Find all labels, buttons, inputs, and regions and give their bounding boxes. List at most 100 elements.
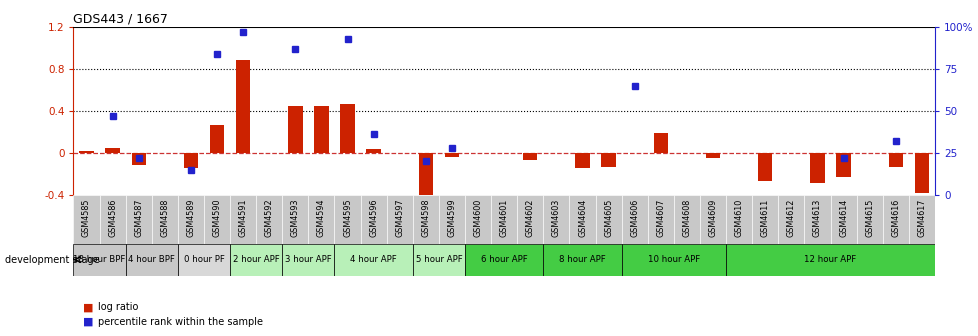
Text: 3 hour APF: 3 hour APF <box>285 255 332 264</box>
Bar <box>908 195 934 244</box>
Bar <box>334 195 360 244</box>
Bar <box>386 195 413 244</box>
Bar <box>282 244 334 276</box>
Bar <box>569 195 595 244</box>
Text: GSM4605: GSM4605 <box>603 199 612 237</box>
Bar <box>178 244 230 276</box>
Bar <box>835 153 850 177</box>
Bar <box>73 244 125 276</box>
Bar <box>178 195 203 244</box>
Text: GSM4617: GSM4617 <box>916 199 925 237</box>
Bar <box>444 153 459 157</box>
Text: GSM4594: GSM4594 <box>317 199 326 237</box>
Bar <box>203 195 230 244</box>
Bar <box>413 244 465 276</box>
Bar <box>100 195 125 244</box>
Text: 6 hour APF: 6 hour APF <box>480 255 527 264</box>
Bar <box>465 195 491 244</box>
Bar <box>726 244 934 276</box>
Bar <box>699 195 726 244</box>
Bar <box>288 106 302 153</box>
Text: GSM4593: GSM4593 <box>290 199 299 237</box>
Bar <box>256 195 282 244</box>
Bar <box>413 195 438 244</box>
Bar <box>340 103 354 153</box>
Bar <box>465 244 543 276</box>
Text: GSM4586: GSM4586 <box>108 199 117 237</box>
Text: GSM4612: GSM4612 <box>786 199 795 237</box>
Text: GSM4599: GSM4599 <box>447 199 456 238</box>
Text: 0 hour PF: 0 hour PF <box>183 255 224 264</box>
Text: GSM4597: GSM4597 <box>395 199 404 238</box>
Bar <box>236 60 250 153</box>
Bar <box>543 244 621 276</box>
Text: 5 hour APF: 5 hour APF <box>415 255 462 264</box>
Bar <box>438 195 465 244</box>
Bar <box>757 153 772 181</box>
Bar <box>653 133 667 153</box>
Bar <box>366 149 380 153</box>
Bar <box>621 244 726 276</box>
Bar <box>856 195 882 244</box>
Text: GSM4602: GSM4602 <box>525 199 534 237</box>
Text: GSM4589: GSM4589 <box>186 199 196 237</box>
Bar <box>543 195 569 244</box>
Bar <box>125 244 178 276</box>
Text: GSM4598: GSM4598 <box>421 199 430 237</box>
Bar <box>230 244 282 276</box>
Bar <box>705 153 720 158</box>
Bar <box>360 195 386 244</box>
Text: GSM4591: GSM4591 <box>239 199 247 237</box>
Text: 8 hour APF: 8 hour APF <box>558 255 605 264</box>
Bar <box>778 195 804 244</box>
Bar <box>726 195 751 244</box>
Text: GSM4588: GSM4588 <box>160 199 169 237</box>
Text: 2 hour APF: 2 hour APF <box>233 255 280 264</box>
Text: GSM4590: GSM4590 <box>212 199 221 237</box>
Bar <box>913 153 928 193</box>
Text: percentile rank within the sample: percentile rank within the sample <box>98 317 263 327</box>
Text: ■: ■ <box>83 302 94 312</box>
Bar <box>125 195 152 244</box>
Bar <box>308 195 334 244</box>
Bar <box>184 153 198 168</box>
Bar <box>751 195 778 244</box>
Text: GSM4616: GSM4616 <box>890 199 900 237</box>
Bar <box>419 153 432 197</box>
Bar <box>73 195 100 244</box>
Text: GSM4587: GSM4587 <box>134 199 143 237</box>
Text: 4 hour APF: 4 hour APF <box>350 255 397 264</box>
Text: 4 hour BPF: 4 hour BPF <box>128 255 175 264</box>
Bar <box>314 106 329 153</box>
Bar <box>595 195 621 244</box>
Text: GSM4610: GSM4610 <box>734 199 743 237</box>
Bar <box>491 195 516 244</box>
Bar <box>575 153 589 168</box>
Text: GSM4611: GSM4611 <box>760 199 769 237</box>
Text: GSM4601: GSM4601 <box>499 199 509 237</box>
Text: GSM4596: GSM4596 <box>369 199 378 237</box>
Text: GSM4606: GSM4606 <box>630 199 639 237</box>
Bar <box>522 153 537 160</box>
Text: GSM4592: GSM4592 <box>264 199 274 238</box>
Bar <box>152 195 178 244</box>
Bar <box>810 153 823 183</box>
Text: log ratio: log ratio <box>98 302 138 312</box>
Text: 18 hour BPF: 18 hour BPF <box>73 255 125 264</box>
Bar <box>79 151 94 153</box>
Text: GSM4595: GSM4595 <box>342 199 352 238</box>
Text: GSM4614: GSM4614 <box>838 199 847 237</box>
Bar <box>600 153 615 167</box>
Text: GSM4613: GSM4613 <box>812 199 822 237</box>
Bar <box>888 153 902 167</box>
Text: development stage: development stage <box>5 255 100 265</box>
Bar <box>647 195 673 244</box>
Bar <box>334 244 413 276</box>
Text: GSM4608: GSM4608 <box>682 199 690 237</box>
Text: ■: ■ <box>83 317 94 327</box>
Bar <box>230 195 256 244</box>
Text: GDS443 / 1667: GDS443 / 1667 <box>73 13 168 26</box>
Bar <box>829 195 856 244</box>
Bar <box>516 195 543 244</box>
Text: GSM4603: GSM4603 <box>552 199 560 237</box>
